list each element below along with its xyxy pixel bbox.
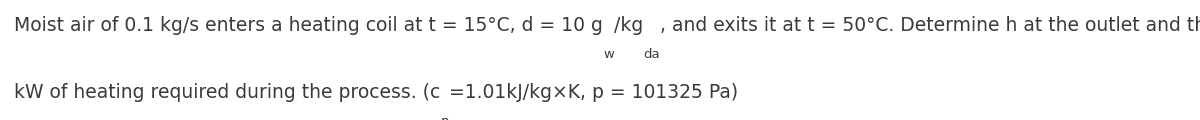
Text: w: w [604,48,614,61]
Text: kW of heating required during the process. (c: kW of heating required during the proces… [14,83,440,102]
Text: =1.01kJ/kg×K, p = 101325 Pa): =1.01kJ/kg×K, p = 101325 Pa) [449,83,738,102]
Text: Moist air of 0.1 kg/s enters a heating coil at t = 15°C, d = 10 g: Moist air of 0.1 kg/s enters a heating c… [14,16,604,35]
Text: , and exits it at t = 50°C. Determine h at the outlet and the: , and exits it at t = 50°C. Determine h … [660,16,1200,35]
Text: /kg: /kg [614,16,643,35]
Text: p: p [440,115,449,120]
Text: da: da [643,48,660,61]
